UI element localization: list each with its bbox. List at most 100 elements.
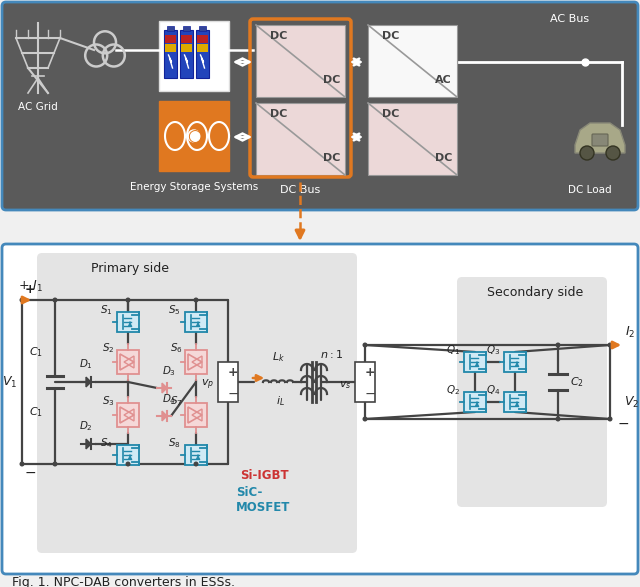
Text: DC Bus: DC Bus bbox=[280, 185, 320, 195]
Text: $i_L$: $i_L$ bbox=[276, 394, 284, 408]
FancyBboxPatch shape bbox=[2, 244, 638, 574]
Text: $S_6$: $S_6$ bbox=[170, 341, 182, 355]
Text: $D_1$: $D_1$ bbox=[79, 357, 93, 371]
FancyBboxPatch shape bbox=[165, 35, 176, 43]
Text: Fig. 1. NPC-DAB converters in ESSs.: Fig. 1. NPC-DAB converters in ESSs. bbox=[12, 576, 235, 587]
Text: $D_4$: $D_4$ bbox=[162, 392, 176, 406]
Polygon shape bbox=[575, 123, 625, 153]
Text: AC: AC bbox=[435, 75, 452, 85]
Circle shape bbox=[607, 342, 612, 348]
Circle shape bbox=[556, 417, 561, 421]
Text: DC: DC bbox=[323, 153, 340, 163]
Text: $I_2\ +$: $I_2\ +$ bbox=[625, 325, 640, 340]
Circle shape bbox=[606, 146, 620, 160]
Circle shape bbox=[19, 461, 24, 467]
Text: $v_s$: $v_s$ bbox=[339, 379, 351, 391]
Text: AC Bus: AC Bus bbox=[550, 14, 589, 24]
Text: −: − bbox=[618, 417, 630, 431]
Circle shape bbox=[193, 298, 198, 302]
Circle shape bbox=[607, 417, 612, 421]
FancyBboxPatch shape bbox=[183, 26, 190, 31]
Polygon shape bbox=[86, 439, 91, 449]
Text: DC: DC bbox=[435, 153, 452, 163]
FancyBboxPatch shape bbox=[256, 25, 345, 97]
Text: $S_7$: $S_7$ bbox=[170, 394, 182, 408]
FancyBboxPatch shape bbox=[368, 25, 457, 97]
Text: $C_1$: $C_1$ bbox=[29, 405, 43, 419]
Text: $Q_2$: $Q_2$ bbox=[446, 383, 460, 397]
Circle shape bbox=[52, 298, 58, 302]
Text: $Q_4$: $Q_4$ bbox=[486, 383, 500, 397]
Text: Si-IGBT: Si-IGBT bbox=[240, 469, 289, 482]
Text: $V_2$: $V_2$ bbox=[624, 394, 639, 410]
FancyBboxPatch shape bbox=[592, 134, 608, 146]
FancyBboxPatch shape bbox=[368, 103, 457, 175]
FancyBboxPatch shape bbox=[181, 35, 192, 43]
Circle shape bbox=[125, 298, 131, 302]
FancyBboxPatch shape bbox=[197, 35, 208, 43]
FancyBboxPatch shape bbox=[197, 44, 208, 52]
Text: $S_5$: $S_5$ bbox=[168, 303, 180, 317]
FancyBboxPatch shape bbox=[117, 312, 139, 332]
Text: DC Load: DC Load bbox=[568, 185, 612, 195]
Text: +: + bbox=[228, 366, 238, 379]
FancyBboxPatch shape bbox=[185, 445, 207, 465]
Text: DC: DC bbox=[323, 75, 340, 85]
FancyBboxPatch shape bbox=[181, 44, 192, 52]
Text: AC Grid: AC Grid bbox=[18, 102, 58, 112]
FancyBboxPatch shape bbox=[117, 445, 139, 465]
FancyBboxPatch shape bbox=[2, 2, 638, 210]
Circle shape bbox=[19, 298, 24, 302]
FancyBboxPatch shape bbox=[256, 103, 345, 175]
FancyBboxPatch shape bbox=[504, 392, 526, 412]
Text: $D_2$: $D_2$ bbox=[79, 419, 93, 433]
FancyBboxPatch shape bbox=[37, 253, 357, 553]
Text: $D_3$: $D_3$ bbox=[162, 364, 176, 378]
FancyBboxPatch shape bbox=[199, 26, 206, 31]
Text: SiC-
MOSFET: SiC- MOSFET bbox=[236, 486, 291, 514]
FancyBboxPatch shape bbox=[185, 350, 207, 374]
Circle shape bbox=[52, 461, 58, 467]
Text: $Q_1$: $Q_1$ bbox=[446, 343, 460, 357]
Text: −: − bbox=[25, 466, 36, 480]
FancyBboxPatch shape bbox=[464, 352, 486, 372]
FancyBboxPatch shape bbox=[504, 352, 526, 372]
FancyBboxPatch shape bbox=[159, 101, 229, 171]
Text: $S_8$: $S_8$ bbox=[168, 436, 180, 450]
FancyBboxPatch shape bbox=[185, 312, 207, 332]
FancyBboxPatch shape bbox=[165, 44, 176, 52]
Text: $L_k$: $L_k$ bbox=[271, 350, 284, 364]
Text: DC: DC bbox=[270, 109, 287, 119]
Text: Energy Storage Systems: Energy Storage Systems bbox=[130, 182, 258, 192]
Text: $C_2$: $C_2$ bbox=[570, 375, 584, 389]
Text: +: + bbox=[365, 366, 375, 379]
Polygon shape bbox=[162, 383, 167, 393]
Text: $S_1$: $S_1$ bbox=[100, 303, 112, 317]
FancyBboxPatch shape bbox=[185, 403, 207, 427]
Circle shape bbox=[580, 146, 594, 160]
Text: $V_1$: $V_1$ bbox=[2, 375, 17, 390]
Circle shape bbox=[556, 342, 561, 348]
FancyBboxPatch shape bbox=[159, 21, 229, 91]
Text: DC: DC bbox=[270, 31, 287, 41]
FancyBboxPatch shape bbox=[117, 403, 139, 427]
Text: DC: DC bbox=[382, 109, 399, 119]
Text: DC: DC bbox=[382, 31, 399, 41]
Text: $S_4$: $S_4$ bbox=[100, 436, 113, 450]
FancyBboxPatch shape bbox=[464, 392, 486, 412]
Circle shape bbox=[125, 461, 131, 467]
Text: −: − bbox=[364, 387, 376, 401]
Text: $C_1$: $C_1$ bbox=[29, 345, 43, 359]
Text: $S_3$: $S_3$ bbox=[102, 394, 115, 408]
Text: $S_2$: $S_2$ bbox=[102, 341, 114, 355]
FancyBboxPatch shape bbox=[218, 362, 238, 402]
Circle shape bbox=[362, 342, 367, 348]
Circle shape bbox=[188, 130, 200, 142]
Text: Secondary side: Secondary side bbox=[487, 286, 583, 299]
Text: $n:1$: $n:1$ bbox=[321, 348, 344, 360]
FancyBboxPatch shape bbox=[355, 362, 375, 402]
Text: ○: ○ bbox=[187, 127, 201, 145]
FancyBboxPatch shape bbox=[196, 30, 209, 78]
Text: Primary side: Primary side bbox=[91, 262, 169, 275]
FancyBboxPatch shape bbox=[117, 350, 139, 374]
